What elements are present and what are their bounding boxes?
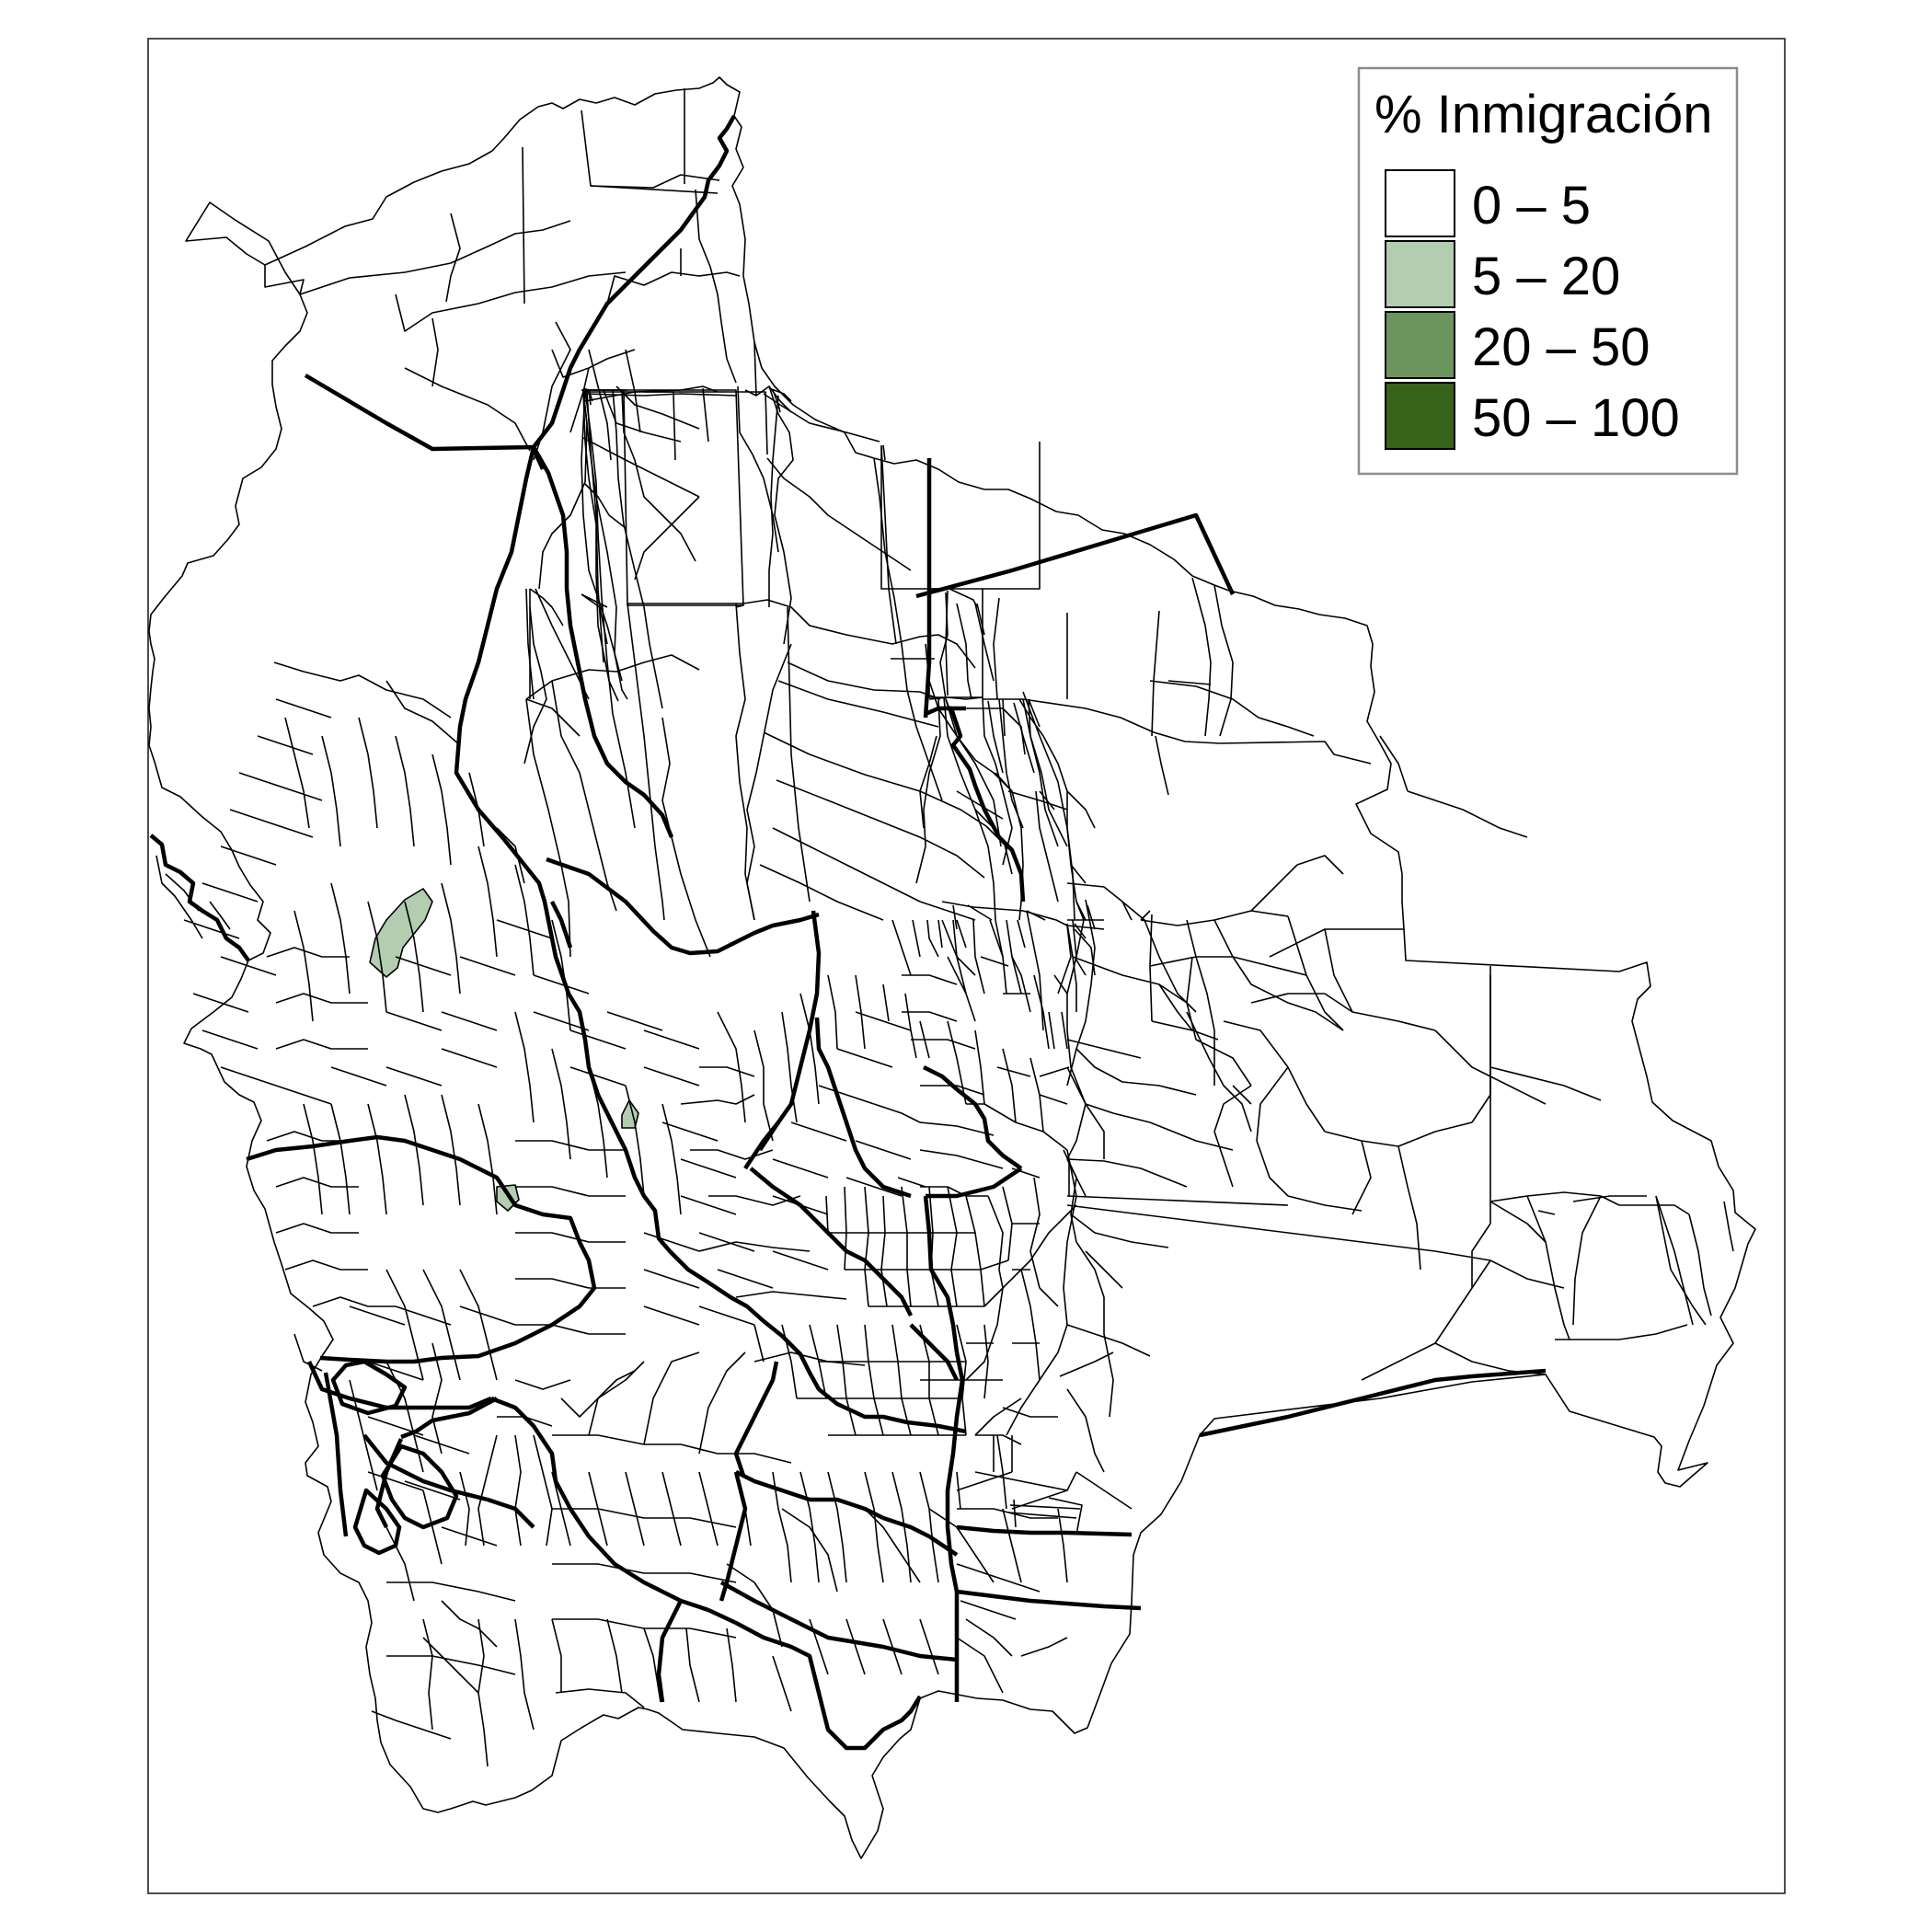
map-panel-frame (147, 38, 1786, 1894)
legend-swatch-0 (1385, 169, 1455, 237)
legend-label-3: 50 – 100 (1472, 388, 1680, 448)
lake-titicaca (149, 834, 250, 962)
legend-swatch-3 (1385, 382, 1455, 450)
municipal-boundaries (183, 88, 1734, 1767)
highlighted-municipality (369, 888, 433, 978)
legend: % Inmigración 0 – 5 5 – 20 20 – 50 50 – … (1357, 66, 1739, 476)
legend-label-2: 20 – 50 (1472, 317, 1650, 377)
legend-title: % Inmigración (1374, 85, 1712, 144)
legend-swatch-2 (1385, 311, 1455, 379)
legend-label-1: 5 – 20 (1472, 247, 1620, 306)
legend-label-0: 0 – 5 (1472, 176, 1591, 236)
salt-flats-and-lakes (330, 1359, 459, 1556)
legend-swatch-1 (1385, 240, 1455, 308)
department-boundaries (246, 114, 1547, 1751)
